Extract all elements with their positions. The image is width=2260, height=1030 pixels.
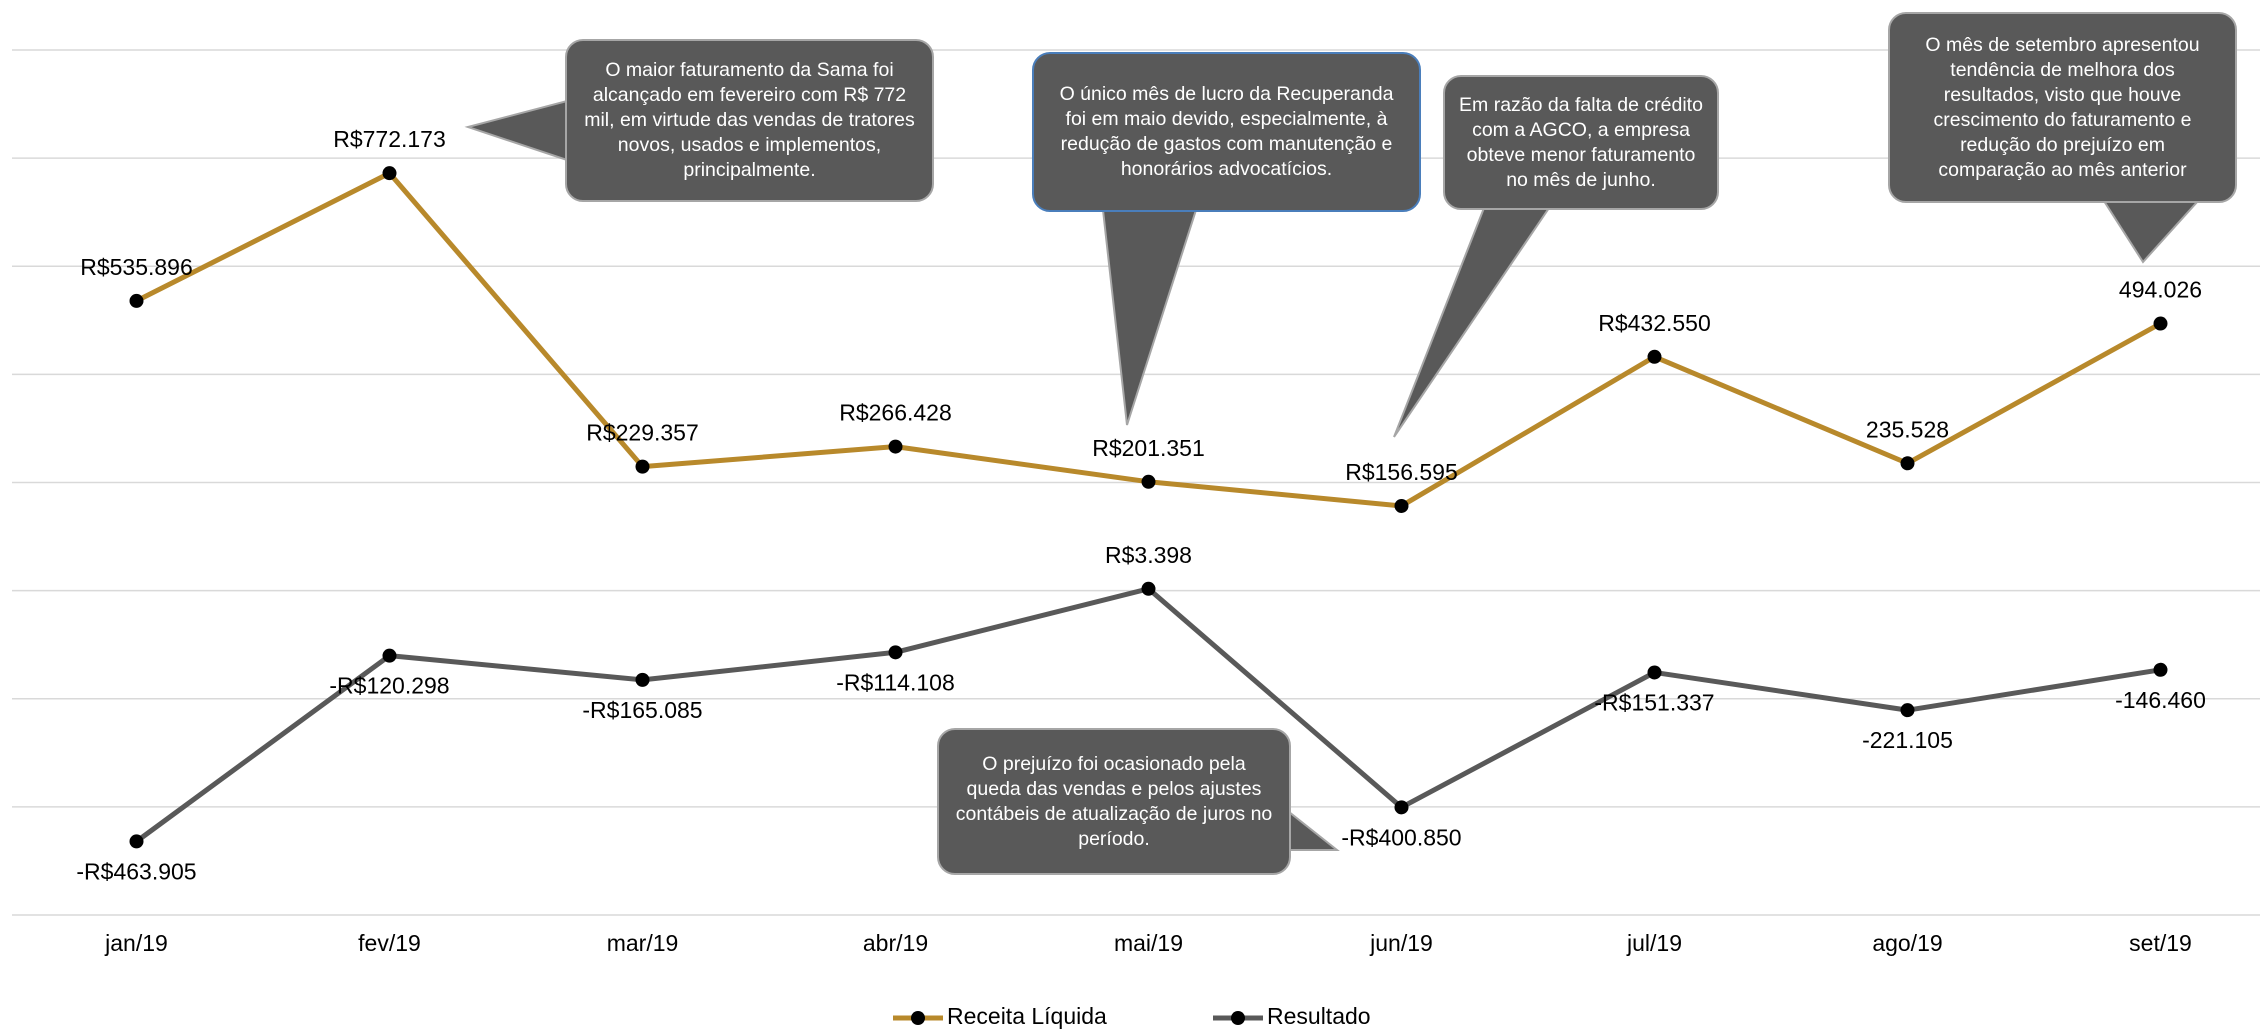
data-label: -R$165.085 (582, 697, 702, 723)
marker (1647, 665, 1662, 680)
data-label: -221.105 (1862, 727, 1953, 753)
marker (1647, 349, 1662, 364)
data-label: R$772.173 (333, 126, 446, 152)
legend-label: Resultado (1267, 1003, 1371, 1029)
marker (1394, 498, 1409, 513)
callout-pointer (1288, 809, 1340, 851)
marker (1141, 474, 1156, 489)
marker (1900, 456, 1915, 471)
marker (129, 293, 144, 308)
callout: O prejuízo foi ocasionado pela queda das… (937, 728, 1291, 875)
marker (382, 166, 397, 181)
data-label: R$535.896 (80, 254, 193, 280)
data-label: R$201.351 (1092, 435, 1205, 461)
x-tick-label: mai/19 (1114, 930, 1183, 956)
legend-marker (1231, 1011, 1245, 1025)
marker (129, 834, 144, 849)
marker (2153, 662, 2168, 677)
marker (635, 672, 650, 687)
callout: Em razão da falta de crédito com a AGCO,… (1443, 75, 1719, 210)
callout-pointer (1393, 207, 1551, 438)
x-tick-label: set/19 (2129, 930, 2192, 956)
x-tick-label: jun/19 (1369, 930, 1433, 956)
legend-marker (911, 1011, 925, 1025)
data-label: R$229.357 (586, 420, 699, 446)
callout: O mês de setembro apresentou tendência d… (1888, 12, 2237, 203)
x-tick-label: abr/19 (863, 930, 928, 956)
marker (1900, 703, 1915, 718)
data-label: 235.528 (1866, 416, 1949, 442)
data-label: -146.460 (2115, 687, 2206, 713)
data-label: -R$400.850 (1341, 824, 1461, 850)
x-tick-label: ago/19 (1872, 930, 1942, 956)
data-label: R$432.550 (1598, 310, 1711, 336)
x-tick-label: jan/19 (104, 930, 168, 956)
callout-pointer (464, 99, 568, 162)
callout-pointer (2102, 200, 2201, 264)
callout-pointer (1101, 209, 1198, 426)
marker (382, 648, 397, 663)
x-tick-label: mar/19 (607, 930, 679, 956)
data-label: -R$120.298 (329, 673, 449, 699)
x-tick-label: jul/19 (1626, 930, 1682, 956)
data-label: -R$114.108 (836, 669, 955, 695)
marker (1141, 581, 1156, 596)
data-label: -R$463.905 (76, 859, 196, 885)
data-label: 494.026 (2119, 277, 2202, 303)
callout: O maior faturamento da Sama foi alcançad… (565, 39, 934, 202)
data-label: R$3.398 (1105, 542, 1192, 568)
x-tick-label: fev/19 (358, 930, 421, 956)
data-label: R$266.428 (839, 400, 952, 426)
data-label: -R$151.337 (1594, 690, 1714, 716)
legend-label: Receita Líquida (947, 1003, 1107, 1029)
marker (2153, 316, 2168, 331)
marker (888, 439, 903, 454)
marker (1394, 800, 1409, 815)
callout: O único mês de lucro da Recuperanda foi … (1032, 52, 1421, 212)
marker (888, 645, 903, 660)
marker (635, 459, 650, 474)
data-label: R$156.595 (1345, 459, 1458, 485)
